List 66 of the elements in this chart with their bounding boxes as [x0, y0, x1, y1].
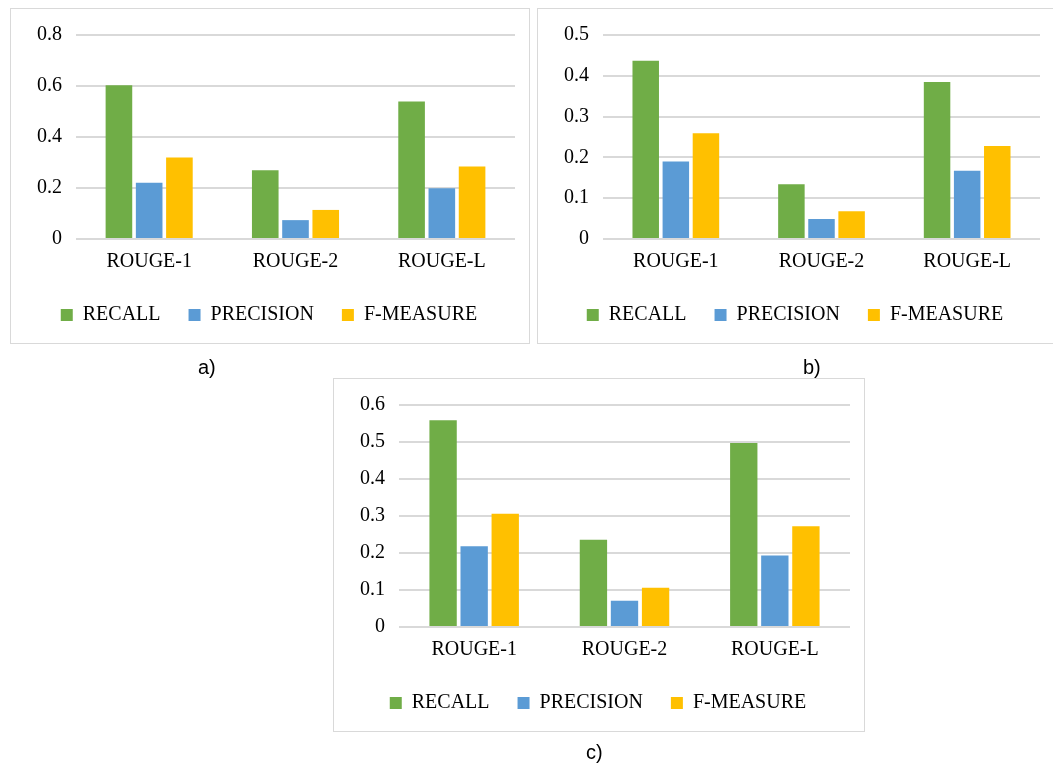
- bar: [632, 60, 659, 238]
- bar: [428, 188, 456, 238]
- x-tick-label: ROUGE-1: [106, 249, 192, 272]
- x-tick-label: ROUGE-L: [730, 637, 819, 660]
- bar: [923, 81, 951, 238]
- y-tick-label: 0: [52, 226, 62, 249]
- bar: [251, 170, 279, 238]
- bar: [105, 85, 133, 238]
- legend-label: F-MEASURE: [889, 302, 1004, 325]
- legend-label: RECALL: [411, 690, 490, 713]
- bar: [312, 209, 340, 238]
- legend-label: PRECISION: [210, 302, 314, 325]
- y-tick-label: 0.4: [564, 63, 589, 86]
- bar: [808, 219, 835, 238]
- bar: [838, 211, 865, 238]
- y-tick-label: 0: [375, 614, 385, 637]
- y-tick-label: 0.5: [360, 429, 385, 452]
- bar: [398, 101, 425, 238]
- x-tick-label: ROUGE-2: [581, 637, 668, 660]
- y-tick-label: 0.4: [360, 466, 385, 489]
- y-tick-label: 0.5: [564, 22, 589, 45]
- legend-label: F-MEASURE: [692, 690, 807, 713]
- y-tick-label: 0.2: [37, 175, 62, 198]
- y-tick-label: 0.1: [564, 185, 589, 208]
- bar: [429, 420, 457, 626]
- text: b): [803, 356, 821, 379]
- bar: [778, 184, 805, 238]
- bar: [662, 161, 690, 238]
- bar: [460, 546, 488, 626]
- x-tick-label: ROUGE-1: [633, 249, 719, 272]
- x-tick-label: ROUGE-2: [252, 249, 339, 272]
- legend-label: PRECISION: [539, 690, 643, 713]
- bar: [458, 166, 486, 238]
- bar: [166, 157, 193, 238]
- legend-label: RECALL: [608, 302, 687, 325]
- x-tick-label: ROUGE-1: [431, 637, 517, 660]
- bar: [761, 555, 789, 626]
- bar: [641, 587, 670, 626]
- legend-label: PRECISION: [736, 302, 840, 325]
- x-tick-label: ROUGE-L: [923, 249, 1012, 272]
- y-tick-label: 0: [579, 226, 589, 249]
- y-tick-label: 0.1: [360, 577, 385, 600]
- bar: [953, 170, 981, 238]
- y-tick-label: 0.2: [564, 144, 589, 167]
- bar: [491, 513, 519, 626]
- text: a): [198, 356, 216, 379]
- x-tick-label: ROUGE-2: [778, 249, 865, 272]
- bar: [730, 443, 758, 626]
- y-tick-label: 0.8: [37, 22, 62, 45]
- y-tick-label: 0.3: [564, 103, 589, 126]
- bar: [692, 133, 720, 238]
- y-tick-label: 0.6: [360, 392, 385, 415]
- legend-label: F-MEASURE: [363, 302, 478, 325]
- y-tick-label: 0.4: [37, 124, 62, 147]
- y-tick-label: 0.6: [37, 73, 62, 96]
- bar: [610, 600, 639, 626]
- bar: [792, 526, 820, 626]
- legend-label: RECALL: [82, 302, 161, 325]
- bar: [984, 145, 1011, 238]
- bar: [579, 539, 608, 626]
- y-tick-label: 0.3: [360, 503, 385, 526]
- text: c): [586, 741, 603, 764]
- bar: [282, 220, 309, 238]
- bar: [135, 182, 163, 238]
- x-tick-label: ROUGE-L: [397, 249, 486, 272]
- y-tick-label: 0.2: [360, 540, 385, 563]
